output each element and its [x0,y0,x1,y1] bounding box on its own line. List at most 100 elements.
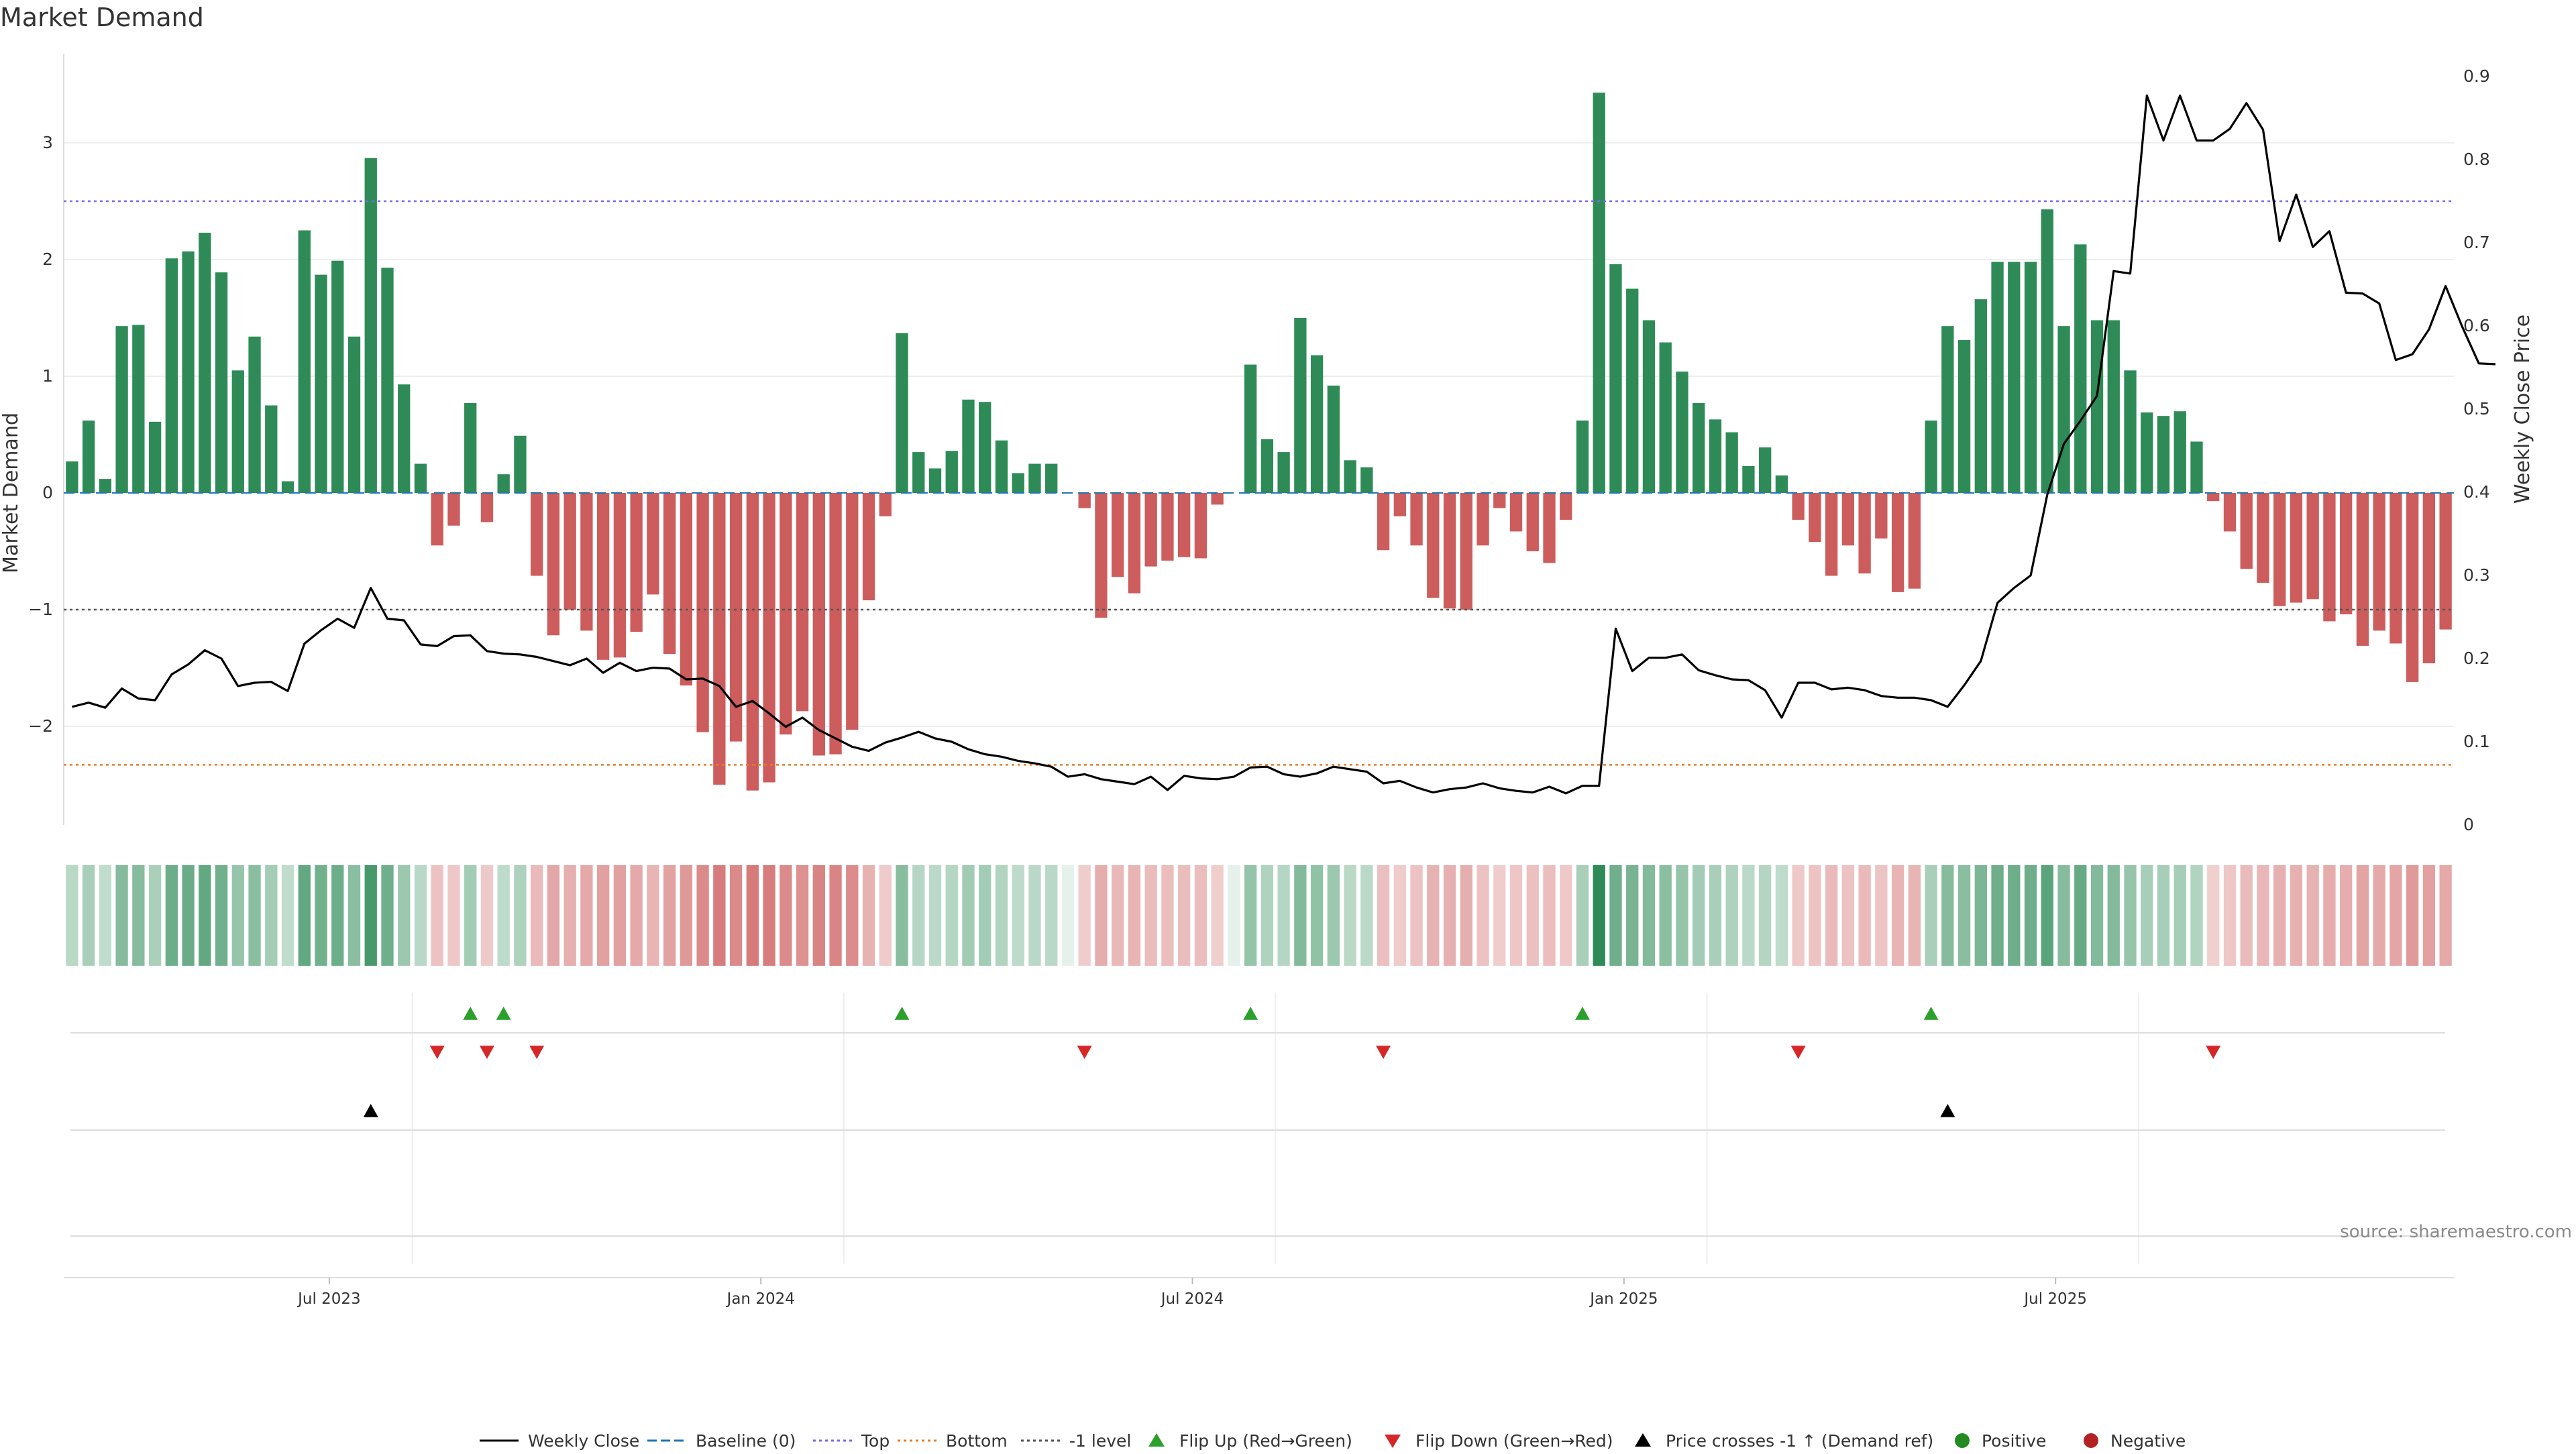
heat-strip-cell [1725,865,1738,966]
heat-strip-cell [680,865,693,966]
demand-bar [613,493,627,658]
demand-bar [2422,493,2436,664]
demand-bar [630,493,643,632]
demand-bar [531,493,543,576]
demand-bar [281,481,294,493]
heat-strip-cell [2422,865,2436,966]
demand-bar [1144,493,1157,567]
demand-bar [680,493,693,686]
heat-strip-cell [780,865,792,966]
demand-bar [896,333,908,493]
demand-bar [347,336,361,493]
demand-bar [1593,93,1605,493]
heat-strip-cell [514,865,527,966]
heat-strip-cell [647,865,659,966]
demand-bar [2141,412,2153,493]
demand-bar [1825,493,1838,576]
heat-strip-cell [414,865,427,966]
demand-bar [514,435,527,493]
demand-bar [2041,209,2053,493]
heat-strip-cell [829,865,842,966]
demand-bar [165,258,178,493]
heat-strip-cell [1509,865,1523,966]
demand-bar [2008,262,2021,493]
heat-strip-cell [879,865,892,966]
demand-bar [2157,416,2170,493]
heat-strip-cell [1194,865,1208,966]
legend-price_cross-label: Price crosses -1 ↑ (Demand ref) [1666,1431,1933,1451]
heat-strip-cell [2107,865,2120,966]
heat-strip-cell [1891,865,1904,966]
heat-strip-cell [613,865,627,966]
heat-strip-cell [696,865,709,966]
demand-bar [315,274,327,493]
demand-bar [862,493,875,601]
demand-bar [912,452,925,493]
heat-strip-cell [2273,865,2286,966]
heat-strip-cell [315,865,327,966]
demand-bar [796,493,809,712]
demand-bar [1327,385,1340,493]
demand-bar [1974,299,1987,493]
demand-bar [1809,493,1821,543]
heat-strip-cell [2340,865,2353,966]
heat-strip-cell [364,865,377,966]
demand-bar [115,326,128,493]
demand-bar [2257,493,2269,583]
heat-strip-cell [862,865,875,966]
heat-strip-cell [962,865,975,966]
y-tick-label: 1 [42,366,53,386]
demand-bar [1693,403,1705,493]
legend-weekly_close-label: Weekly Close [528,1431,639,1451]
demand-bar [1377,493,1390,551]
demand-bar [1277,452,1290,493]
demand-bar [1294,318,1307,493]
flip-up-marker [496,1007,511,1020]
demand-bar [547,493,560,636]
demand-bar [663,493,676,655]
heat-strip-cell [1991,865,2004,966]
heat-strip-cell [1443,865,1456,966]
heat-strip-cell [2290,865,2303,966]
heat-strip-cell [630,865,643,966]
heat-strip-cell [1626,865,1639,966]
heat-strip-cell [2257,865,2269,966]
heat-strip-cell [1360,865,1373,966]
demand-bar [746,493,759,791]
heat-strip-cell [1427,865,1440,966]
heat-strip-cell [1957,865,1971,966]
demand-bar [1543,493,1556,563]
heat-strip-cell [1659,865,1672,966]
heat-strip-cell [148,865,162,966]
heat-strip-cell [1410,865,1423,966]
price-cross-marker [1940,1104,1955,1117]
demand-bar [480,493,494,522]
demand-bar [1626,288,1639,493]
demand-bar [2439,493,2452,630]
demand-bar [2356,493,2369,646]
y2-tick-label: 0 [2463,815,2474,834]
demand-bar [1991,262,2004,493]
heat-strip-cell [2356,865,2369,966]
heat-strip-cell [1128,865,1141,966]
heat-strip-cell [2306,865,2319,966]
demand-bar [580,493,593,631]
demand-bar [1775,475,1788,493]
demand-bar [1576,421,1589,493]
legend-baseline-label: Baseline (0) [696,1431,796,1451]
demand-bar [1427,493,1440,598]
heat-strip-cell [663,865,676,966]
heat-strip-cell [265,865,278,966]
heat-strip-cell [1809,865,1821,966]
demand-bar [1194,493,1208,559]
demand-bar [132,325,145,493]
heat-strip-cell [1078,865,1091,966]
demand-bar [812,493,825,756]
heat-strip-cell [1244,865,1257,966]
demand-bar [2290,493,2303,603]
heat-strip-cell [480,865,494,966]
demand-bar [780,493,792,735]
demand-bar [2323,493,2336,622]
heat-strip-cell [248,865,261,966]
